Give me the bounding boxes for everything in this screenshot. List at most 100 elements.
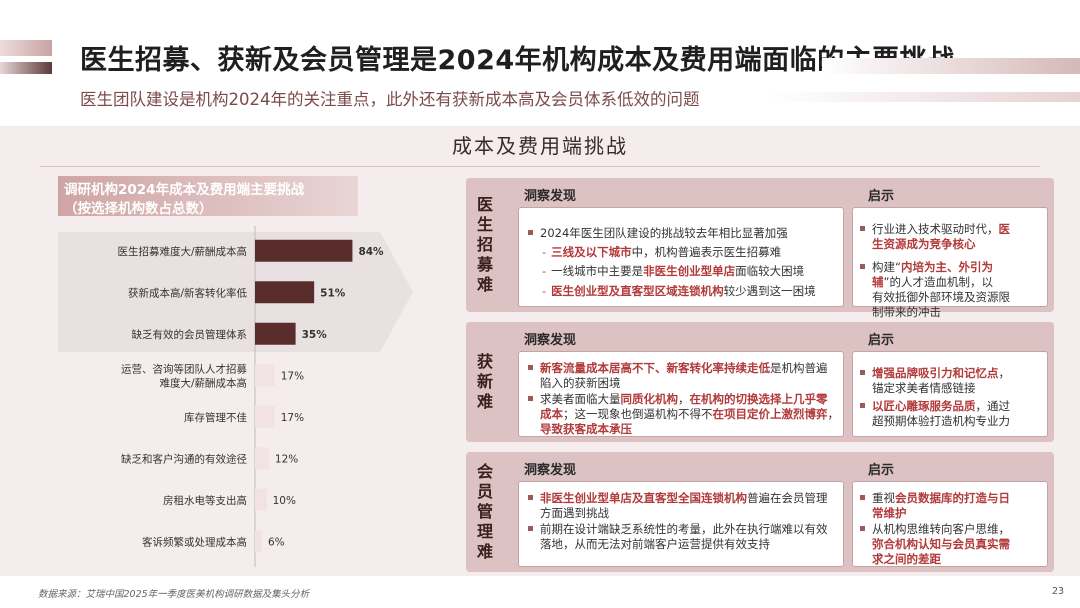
advice-item: 从机构思维转向客户思维， 弥合机构认知与会员真实需 求之间的差距 [860,522,1044,567]
body-text: ， [827,407,840,421]
body-text: 构建“ [872,260,901,274]
bar-value-label: 17% [281,370,304,382]
advice-line: 求之间的差距 [860,552,1044,567]
body-text: 重视 [872,491,895,505]
insight-item: 2024年医生团队建设的挑战较去年相比显著加强 [528,226,840,241]
insight-item: - 一线城市中主要是非医生创业型单店面临较大困境 [528,264,840,279]
bar [255,447,269,470]
insight-item: 求美者面临大量同质化机构，在机构的切换选择上几乎零 成本；这一现象也倒逼机构不得不… [528,392,840,437]
header-decoration-bar [770,92,1080,102]
highlighted-text: 三线及以下城市 [551,245,632,259]
body-text: 锚定求美者情感链接 [872,381,976,395]
bar-value-label: 6% [268,536,285,548]
body-text: ， [678,392,690,406]
category-label: 获新成本高/新客转化率低 [128,286,248,299]
advice-line: 从机构思维转向客户思维， [860,522,1044,537]
bullet-marker [860,370,865,375]
advice-line: 超预期体验打造机构专业力 [860,414,1044,429]
body-text: 普遍在会员管理 [747,491,828,505]
challenge-tag-char: 医 [476,195,493,214]
bullet-marker [860,403,865,408]
body-text: 超预期体验打造机构专业力 [872,414,1010,428]
highlighted-text: 增强品牌吸引力和记忆点 [872,366,999,380]
insight-box [518,481,844,567]
highlighted-text: 内培为主、外引为 [900,260,993,274]
advice-line: 锚定求美者情感链接 [860,381,1044,396]
advice-line: 以匠心雕琢服务品质，通过 [860,399,1044,414]
insight-line: 求美者面临大量同质化机构，在机构的切换选择上几乎零 [528,392,840,407]
chart-title: 调研机构2024年成本及费用端主要挑战 [64,182,305,198]
bar-value-label: 84% [358,246,384,258]
body-text: 2024年医生团队建设的挑战较去年相比显著加强 [540,226,788,240]
chart-subtitle: （按选择机构数占总数） [64,201,213,217]
highlighted-text: 在机构的切换选择上几乎零 [689,392,828,406]
advice-item: 构建“内培为主、外引为 辅”的人才造血机制，以 有效抵御外部环境及资源限 制带来的冲击 [860,260,1044,320]
body-text: 较少遇到这一困境 [723,284,816,298]
highlighted-text: 医生创业型及直客型区域连锁机构 [551,284,724,298]
insight-line: 落地，从而无法对前端客户运营提供有效支持 [528,537,840,552]
advice-item: 重视会员数据库的打造与日 常维护 [860,491,1044,521]
bar [255,488,267,511]
challenge-tag-char: 管 [476,502,493,521]
challenge-tag-char: 会 [476,462,493,481]
challenge-tag-char: 难 [476,392,493,411]
advice-line: 生资源成为竞争核心 [860,237,1044,252]
body-text: 是机构普遍 [770,361,828,375]
challenge-tag: 医生招募难 [470,195,500,295]
bullet-marker [528,495,533,500]
highlighted-text: 求之间的差距 [872,552,941,566]
dash-marker: - [542,284,547,298]
highlighted-text: 非医生创业型单店及直客型全国连锁机构 [540,491,747,505]
dash-marker: - [542,245,547,259]
challenge-tag-char: 难 [476,275,493,294]
challenge-tag-char: 招 [476,235,493,254]
insight-header: 洞察发现 [524,333,577,348]
insight-item: - 医生创业型及直客型区域连锁机构较少遇到这一困境 [528,284,840,299]
bar [255,239,353,262]
bar-value-label: 12% [275,453,298,465]
data-source-note: 数据来源：艾瑞中国2025年一季度医美机构调研数据及集头分析 [38,589,310,600]
advice-line: 行业进入技术驱动时代，医 [860,222,1044,237]
dash-marker: - [542,264,547,278]
bar [255,281,315,304]
insight-line: 方面遇到挑战 [528,506,840,521]
advice-item: 以匠心雕琢服务品质，通过 超预期体验打造机构专业力 [860,399,1044,429]
challenge-tag-char: 获 [476,352,493,371]
section-divider [40,166,1040,167]
body-text: 有效抵御外部环境及资源限 [872,290,1010,304]
insight-line: 前期在设计端缺乏系统性的考量，此外在执行端难以有效 [528,522,840,537]
bar-value-label: 35% [302,329,328,341]
advice-item: 行业进入技术驱动时代，医 生资源成为竞争核心 [860,222,1044,252]
body-text: ，通过 [975,399,1011,413]
bullet-marker [528,526,533,531]
bullet-marker [528,230,533,235]
highlighted-text: 新客流量成本居高不下、新客转化率持续走低 [540,361,770,375]
advice-box [852,351,1048,437]
body-text: 从机构思维转向客户思维， [872,522,1010,536]
body-text: 面临较大困境 [735,264,805,278]
highlighted-text: 生资源成为竞争核心 [872,237,976,251]
advice-line: 制带来的冲击 [860,305,1044,320]
bullet-marker [528,396,533,401]
challenge-tag: 会员管理难 [470,462,500,562]
advice-line: 重视会员数据库的打造与日 [860,491,1044,506]
page-title: 医生招募、获新及会员管理是2024年机构成本及费用端面临的主要挑战 [80,45,955,76]
advice-line: 弥合机构认知与会员真实需 [860,537,1044,552]
advice-line: 常维护 [860,506,1044,521]
highlight-chevron [58,232,413,352]
category-label: 缺乏有效的会员管理体系 [132,328,248,341]
insight-header: 洞察发现 [524,463,577,478]
highlighted-text: 辅 [872,275,884,289]
bullet-marker [860,526,865,531]
highlighted-text: 医 [998,222,1011,236]
insight-line: 成本；这一现象也倒逼机构不得不在项目定价上激烈博弈， [528,407,840,422]
insight-line: 新客流量成本居高不下、新客转化率持续走低是机构普遍 [528,361,840,376]
advice-header: 启示 [868,463,895,478]
insight-item: 前期在设计端缺乏系统性的考量，此外在执行端难以有效 落地，从而无法对前端客户运营提… [528,522,840,552]
body-text: 方面遇到挑战 [540,506,609,520]
insight-box [518,207,844,307]
body-text: 一线城市中主要是 [551,264,644,278]
advice-header: 启示 [868,189,895,204]
body-text: 制带来的冲击 [872,305,941,319]
page-number: 23 [1052,586,1065,597]
